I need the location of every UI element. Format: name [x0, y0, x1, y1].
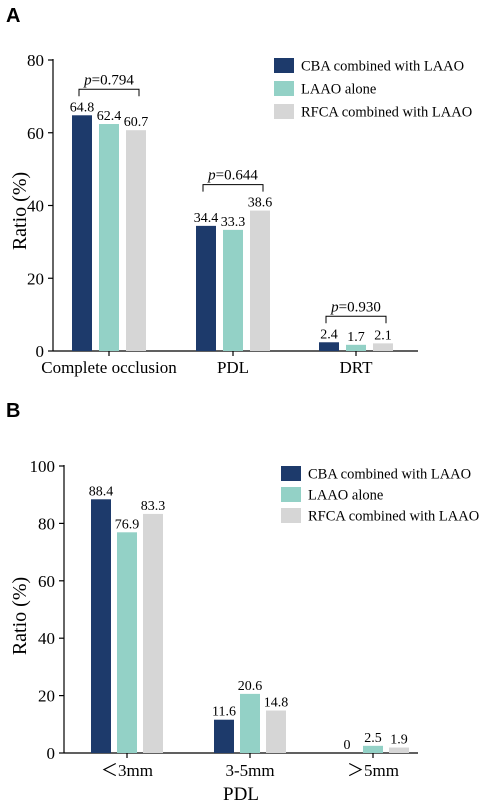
panel-a-p-value: =0.930 — [339, 299, 381, 315]
panel-a-p-value-label: p=0.644 — [207, 168, 258, 184]
panel-a-p-value-label: p=0.930 — [330, 299, 381, 315]
panel-a-legend-label: LAAO alone — [301, 82, 376, 98]
panel-b-category-label: ＜3mm — [101, 761, 153, 780]
panel-a-category-label: PDL — [217, 358, 249, 377]
panel-b-y-axis-label: Ratio (%) — [9, 577, 31, 655]
panel-a-bar — [373, 343, 393, 351]
panel-b-y-tick-label: 80 — [38, 514, 55, 533]
panel-a-p-symbol: p — [83, 72, 92, 88]
panel-b-legend-swatch — [281, 466, 301, 481]
panel-b-legend-label: RFCA combined with LAAO — [308, 509, 479, 525]
panel-b-value-label: 14.8 — [264, 696, 289, 711]
panel-a-significance-bracket — [202, 184, 264, 192]
panel-a-bar — [196, 225, 216, 351]
panel-b-value-label: 76.9 — [115, 517, 140, 532]
panel-a-value-label: 34.4 — [194, 211, 219, 226]
panel-b-bar — [240, 693, 260, 753]
panel-a-significance-bracket — [78, 88, 140, 97]
panel-b-x-axis-label: PDL — [223, 784, 259, 805]
panel-a-significance-bracket — [325, 315, 387, 324]
panel-a-bar — [319, 342, 339, 351]
panel-a-p-value-label: p=0.794 — [83, 72, 134, 88]
panel-b-y-tick-label: 100 — [30, 457, 56, 476]
panel-b-legend-swatch — [281, 487, 301, 502]
panel-a-legend-label: RFCA combined with LAAO — [301, 105, 472, 121]
panel-a-p-value: =0.644 — [216, 168, 259, 184]
panel-b-bar — [363, 745, 383, 753]
panel-b-bar — [143, 513, 163, 753]
panel-b-y-tick-label: 0 — [47, 744, 56, 763]
panel-a-y-tick-label: 60 — [27, 124, 44, 143]
panel-a-y-tick-label: 20 — [27, 269, 44, 288]
panel-a-value-label: 2.4 — [320, 327, 338, 342]
panel-b-bar — [117, 532, 137, 753]
panel-a-y-tick-label: 80 — [27, 51, 44, 70]
panel-b-bar — [389, 747, 409, 753]
panel-b-bar — [266, 710, 286, 753]
panel-a-y-tick-label: 0 — [36, 342, 45, 361]
panel-b-bar — [91, 499, 111, 753]
panel-label-b: B — [6, 400, 20, 422]
panel-a-value-label: 2.1 — [374, 328, 392, 343]
panel-b-legend-swatch — [281, 508, 301, 523]
panel-b-value-label: 1.9 — [390, 733, 408, 748]
panel-b-value-label: 83.3 — [141, 499, 166, 514]
panel-a-y-axis-label: Ratio (%) — [9, 172, 31, 250]
panel-a-legend-swatch — [274, 104, 294, 119]
panel-b-category-label: ＞5mm — [347, 761, 399, 780]
panel-b-value-label: 11.6 — [212, 705, 236, 720]
panel-a-value-label: 33.3 — [221, 215, 246, 230]
panel-a-bar — [250, 210, 270, 351]
panel-b-value-label: 0 — [344, 738, 351, 753]
panel-label-a: A — [6, 5, 20, 27]
panel-a-legend-swatch — [274, 81, 294, 96]
panel-a-p-value: =0.794 — [92, 72, 135, 88]
panel-b-legend-label: CBA combined with LAAO — [308, 467, 471, 483]
panel-a-value-label: 1.7 — [347, 330, 365, 345]
panel-a-y-tick-label: 40 — [27, 197, 44, 216]
panel-a-bar — [99, 124, 119, 352]
panel-a-value-label: 60.7 — [124, 115, 149, 130]
panel-a-bar — [72, 115, 92, 351]
panel-a-p-symbol: p — [207, 168, 216, 184]
panel-b-y-tick-label: 40 — [38, 629, 55, 648]
panel-b-legend-label: LAAO alone — [308, 488, 383, 504]
panel-b-category-label: 3-5mm — [225, 761, 274, 780]
panel-a-category-label: Complete occlusion — [41, 358, 177, 377]
panel-a-bar — [126, 130, 146, 351]
panel-a-legend-swatch — [274, 58, 294, 73]
panel-b-value-label: 2.5 — [364, 731, 382, 746]
panel-b-y-tick-label: 60 — [38, 572, 55, 591]
panel-a-category-label: DRT — [340, 358, 374, 377]
panel-b-y-tick-label: 20 — [38, 687, 55, 706]
panel-b-value-label: 20.6 — [238, 679, 263, 694]
panel-a-bar — [223, 229, 243, 351]
panel-a-value-label: 38.6 — [248, 196, 273, 211]
panel-a-value-label: 64.8 — [70, 100, 95, 115]
panel-b-bar — [214, 719, 234, 753]
panel-b-value-label: 88.4 — [89, 484, 114, 499]
panel-a-legend-label: CBA combined with LAAO — [301, 59, 464, 75]
panel-a-value-label: 62.4 — [97, 109, 122, 124]
panel-a-p-symbol: p — [330, 299, 339, 315]
panel-a-bar — [346, 344, 366, 351]
